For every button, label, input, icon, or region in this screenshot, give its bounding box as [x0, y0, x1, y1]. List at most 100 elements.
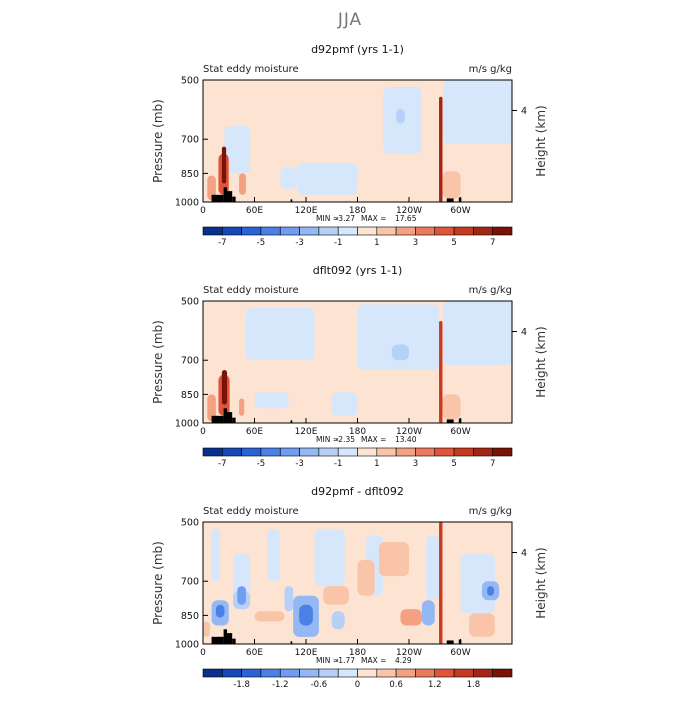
- colorbar-segment: [337, 226, 358, 236]
- colorbar-segment: [222, 226, 242, 236]
- colorbar-segment: [318, 226, 339, 236]
- colorbar-label: -1: [334, 238, 342, 248]
- contour-region: [442, 394, 461, 420]
- height-axis-label: Height (km): [534, 105, 548, 176]
- colorbar-label: -3: [295, 459, 303, 469]
- colorbar-segment: [279, 668, 300, 678]
- colorbar-segment: [337, 447, 358, 457]
- topography-mask: [211, 194, 224, 202]
- colorbar-segment: [376, 447, 397, 457]
- y-tick-label: 1000: [175, 419, 199, 430]
- contour-region: [400, 609, 422, 626]
- x-tick-label: 0: [200, 206, 206, 216]
- x-tick-label: 120W: [396, 427, 422, 437]
- x-tick-label: 120E: [295, 206, 318, 216]
- colorbar-segment: [492, 226, 513, 236]
- contour-region: [443, 301, 512, 366]
- contour-fill: [203, 301, 512, 423]
- colorbar-segment: [222, 447, 242, 457]
- colorbar-segment: [395, 226, 416, 236]
- contour-region: [215, 604, 225, 618]
- y-tick-label: 850: [181, 390, 199, 401]
- topography-mask: [232, 196, 236, 202]
- x-tick-label: 60W: [450, 206, 470, 216]
- x-tick-label: 0: [200, 427, 206, 437]
- colorbar-segment: [202, 226, 223, 236]
- contour-region: [284, 586, 294, 612]
- colorbar-label: 3: [413, 238, 418, 248]
- colorbar-segment: [473, 226, 493, 236]
- topography-mask: [446, 198, 454, 202]
- y-axis-label: Pressure (mb): [151, 99, 165, 183]
- max-value: 4.29: [395, 656, 412, 665]
- contour-region: [221, 146, 227, 184]
- topography-mask: [227, 633, 233, 644]
- x-tick-label: 60E: [246, 648, 263, 658]
- colorbar-segment: [434, 447, 455, 457]
- colorbar-segment: [260, 668, 281, 678]
- x-tick-label: 60E: [246, 427, 263, 437]
- y-tick-label: 850: [181, 611, 199, 622]
- x-tick-label: 120W: [396, 206, 422, 216]
- topography-mask: [211, 636, 224, 644]
- colorbar-label: 0.6: [389, 680, 403, 690]
- units-label: m/s g/kg: [469, 64, 512, 75]
- contour-region: [203, 621, 210, 637]
- height-tick-label: 4: [521, 106, 527, 117]
- colorbar-segment: [376, 226, 397, 236]
- max-label: MAX =: [361, 435, 386, 444]
- panel-title: dflt092 (yrs 1-1): [313, 264, 403, 277]
- y-tick-label: 1000: [175, 640, 199, 651]
- contour-region: [378, 541, 409, 577]
- colorbar-segment: [241, 226, 262, 236]
- colorbar-label: -5: [257, 459, 265, 469]
- colorbar-segment: [453, 668, 474, 678]
- height-tick-label: 4: [521, 548, 527, 559]
- colorbar-segment: [453, 226, 474, 236]
- colorbar-segment: [222, 668, 242, 678]
- topography-mask: [223, 629, 228, 644]
- contour-region: [239, 173, 246, 195]
- colorbar-segment: [241, 668, 262, 678]
- colorbar-segment: [492, 668, 513, 678]
- contour-region: [443, 80, 512, 145]
- colorbar-segment: [434, 226, 455, 236]
- x-tick-label: 120W: [396, 648, 422, 658]
- colorbar-segment: [279, 447, 300, 457]
- x-tick-label: 60W: [450, 427, 470, 437]
- panel-title: d92pmf - dflt092: [311, 485, 404, 498]
- colorbar-segment: [415, 447, 436, 457]
- topography-mask: [223, 187, 228, 202]
- contour-region: [254, 611, 285, 622]
- colorbar-segment: [376, 668, 397, 678]
- colorbar-segment: [299, 447, 320, 457]
- colorbar-segment: [357, 447, 378, 457]
- colorbar-label: -1: [334, 459, 342, 469]
- colorbar-segment: [279, 226, 300, 236]
- chart-panel-3: d92pmf - dflt092 Stat eddy moisture m/s g/…: [151, 485, 548, 690]
- colorbar-segment: [473, 668, 493, 678]
- colorbar-label: 1.8: [467, 680, 481, 690]
- y-axis-label: Pressure (mb): [151, 541, 165, 625]
- topography-mask: [211, 415, 224, 423]
- y-tick-label: 500: [181, 518, 199, 529]
- colorbar-segment: [473, 447, 493, 457]
- field-label: Stat eddy moisture: [203, 285, 299, 296]
- topography-mask: [232, 638, 236, 644]
- colorbar-segment: [318, 668, 339, 678]
- contour-region: [439, 96, 443, 202]
- x-tick-label: 180: [349, 206, 366, 216]
- panel-title: d92pmf (yrs 1-1): [311, 43, 404, 56]
- topography-mask: [227, 412, 233, 423]
- contour-region: [421, 600, 435, 626]
- topography-mask: [227, 191, 233, 202]
- contour-region: [239, 398, 245, 416]
- contour-region: [267, 528, 281, 582]
- colorbar-label: -1.8: [233, 680, 250, 690]
- max-value: 13.40: [395, 435, 417, 444]
- contour-region: [487, 586, 494, 596]
- y-tick-label: 700: [181, 577, 199, 588]
- colorbar-label: 7: [490, 459, 495, 469]
- colorbar-segment: [395, 668, 416, 678]
- contour-region: [233, 554, 251, 601]
